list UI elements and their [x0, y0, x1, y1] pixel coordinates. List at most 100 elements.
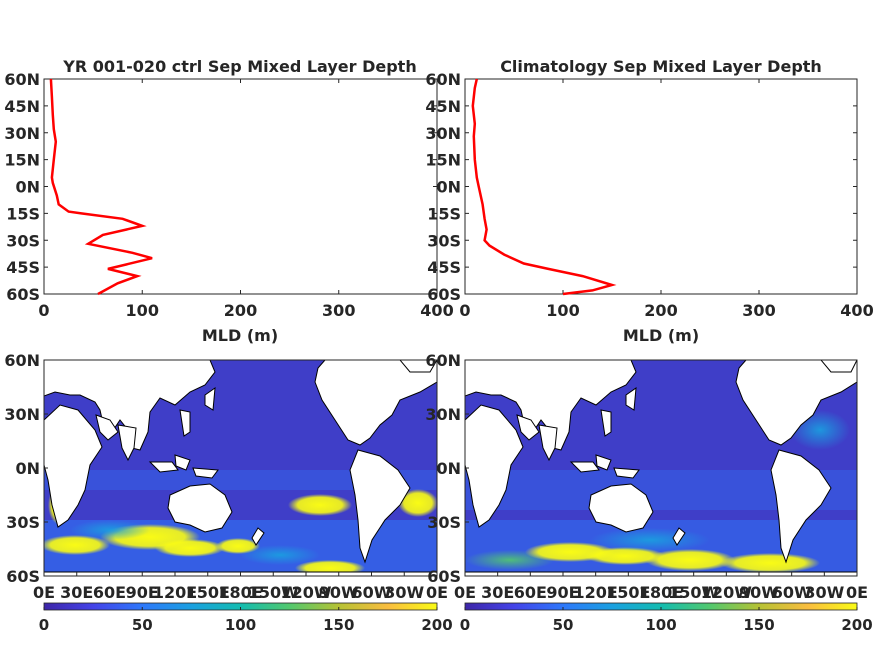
map-y-tick-label: 60S	[6, 567, 40, 586]
profile-x-ticks-ctrl: 0 100 200 300 400	[38, 79, 454, 320]
map-y-tick-label: 60N	[4, 351, 40, 370]
profile-series-line-ctrl	[49, 78, 153, 296]
y-tick-label: 30S	[427, 231, 461, 250]
map-field-ctrl	[44, 360, 437, 576]
x-tick-label: 100	[546, 301, 579, 320]
map-x-tick-label: 120E	[574, 583, 618, 602]
colorbar-ticks-ctrl: 0 50 100 150 200	[39, 607, 453, 634]
x-tick-label: 0	[38, 301, 49, 320]
profile-xlabel-clim: MLD (m)	[623, 326, 699, 345]
y-tick-label: 0N	[15, 178, 40, 197]
colorbar-tick-label: 50	[553, 616, 574, 634]
y-tick-label: 15S	[427, 204, 461, 223]
map-y-tick-label: 60N	[425, 351, 461, 370]
y-tick-label: 15N	[425, 151, 461, 170]
map-x-tick-label: 0E	[846, 583, 868, 602]
x-tick-label: 400	[420, 301, 453, 320]
map-y-tick-label: 30S	[6, 513, 40, 532]
colorbar-clim: 0 50 100 150 200	[460, 602, 873, 634]
map-y-tick-label: 30N	[425, 405, 461, 424]
colorbar-tick-label: 0	[39, 616, 49, 634]
map-x-tick-label: 0E	[33, 583, 55, 602]
map-x-tick-label: 150W	[248, 583, 299, 602]
y-tick-label: 60N	[425, 70, 461, 89]
y-tick-label: 45S	[427, 258, 461, 277]
map-y-ticks-clim: 60N 30N 0N 30S 60S	[425, 351, 469, 586]
y-tick-label: 45N	[425, 97, 461, 116]
map-x-tick-label: 0E	[454, 583, 476, 602]
map-x-tick-label: 60E	[93, 583, 126, 602]
profile-xlabel-ctrl: MLD (m)	[202, 326, 278, 345]
map-panel-clim: 60N 30N 0N 30S 60S 0E 30E 60E 90E120E150E180E15…	[425, 351, 868, 602]
x-tick-label: 200	[644, 301, 677, 320]
y-tick-label: 0N	[436, 178, 461, 197]
profile-title-ctrl: YR 001-020 ctrl Sep Mixed Layer Depth	[62, 57, 416, 76]
x-tick-label: 200	[224, 301, 257, 320]
x-tick-label: 300	[322, 301, 355, 320]
map-y-tick-label: 0N	[436, 459, 461, 478]
map-x-tick-label: 150E	[186, 583, 230, 602]
y-tick-label: 30S	[6, 231, 40, 250]
y-tick-label: 45N	[4, 97, 40, 116]
map-x-tick-label: 90E	[546, 583, 579, 602]
colorbar-tick-label: 200	[421, 616, 452, 634]
map-x-tick-label: 90W	[319, 583, 359, 602]
map-x-tick-label: 150E	[606, 583, 650, 602]
map-x-tick-label: 180E	[218, 583, 262, 602]
y-tick-label: 15S	[6, 204, 40, 223]
y-tick-label: 60S	[427, 285, 461, 304]
map-y-tick-label: 60S	[427, 567, 461, 586]
map-x-tick-label: 180E	[639, 583, 683, 602]
x-tick-label: 300	[742, 301, 775, 320]
map-panel-ctrl: 60N 30N 0N 30S 60S 0E 30E 60E 90E120E150E180E15…	[4, 351, 448, 602]
map-x-tick-label: 90E	[126, 583, 159, 602]
map-y-ticks-ctrl: 60N 30N 0N 30S 60S	[4, 351, 48, 586]
map-x-tick-label: 30W	[804, 583, 844, 602]
y-tick-label: 30N	[4, 124, 40, 143]
map-x-tick-label: 150W	[668, 583, 719, 602]
map-x-tick-label: 120E	[153, 583, 197, 602]
map-x-ticks-ctrl: 0E 30E 60E 90E120E150E180E150W120W90W60W30W…	[33, 572, 448, 602]
map-x-tick-label: 120W	[280, 583, 331, 602]
map-y-tick-label: 0N	[15, 459, 40, 478]
map-x-tick-label: 30E	[481, 583, 514, 602]
map-x-tick-label: 30W	[384, 583, 424, 602]
profile-y-ticks-clim: 60N 45N 30N 15N 0N 15S 30S 45S 60S	[425, 70, 857, 304]
colorbar-tick-label: 0	[460, 616, 470, 634]
profile-frame-clim	[464, 78, 858, 295]
y-tick-label: 30N	[425, 124, 461, 143]
y-tick-label: 15N	[4, 151, 40, 170]
colorbar-ticks-clim: 0 50 100 150 200	[460, 607, 873, 634]
map-field-clim	[465, 360, 857, 576]
profile-series-line-clim	[471, 78, 617, 296]
map-x-tick-label: 60W	[352, 583, 392, 602]
y-tick-label: 45S	[6, 258, 40, 277]
colorbar-ctrl: 0 50 100 150 200	[39, 602, 453, 634]
profile-panel-clim: Climatology Sep Mixed Layer Depth 60N 45N…	[425, 57, 873, 345]
map-x-tick-label: 0E	[426, 583, 448, 602]
colorbar-tick-label: 200	[841, 616, 872, 634]
profile-frame-ctrl	[43, 78, 438, 295]
y-tick-label: 60S	[6, 285, 40, 304]
profile-title-clim: Climatology Sep Mixed Layer Depth	[500, 57, 822, 76]
colorbar-tick-label: 100	[225, 616, 256, 634]
y-tick-label: 60N	[4, 70, 40, 89]
map-x-tick-label: 60W	[772, 583, 812, 602]
map-x-tick-label: 60E	[514, 583, 547, 602]
profile-panel-ctrl: YR 001-020 ctrl Sep Mixed Layer Depth 60…	[4, 57, 453, 345]
colorbar-tick-label: 100	[645, 616, 676, 634]
x-tick-label: 0	[459, 301, 470, 320]
colorbar-tick-label: 150	[743, 616, 774, 634]
x-tick-label: 100	[126, 301, 159, 320]
x-tick-label: 400	[840, 301, 873, 320]
colorbar-tick-label: 50	[132, 616, 153, 634]
map-x-tick-label: 30E	[60, 583, 93, 602]
map-x-tick-label: 90W	[739, 583, 779, 602]
map-x-ticks-clim: 0E 30E 60E 90E120E150E180E150W120W90W60W30W…	[454, 572, 868, 602]
map-y-tick-label: 30S	[427, 513, 461, 532]
profile-x-ticks-clim: 0 100 200 300 400	[459, 79, 874, 320]
map-x-tick-label: 120W	[701, 583, 752, 602]
colorbar-tick-label: 150	[323, 616, 354, 634]
map-y-tick-label: 30N	[4, 405, 40, 424]
